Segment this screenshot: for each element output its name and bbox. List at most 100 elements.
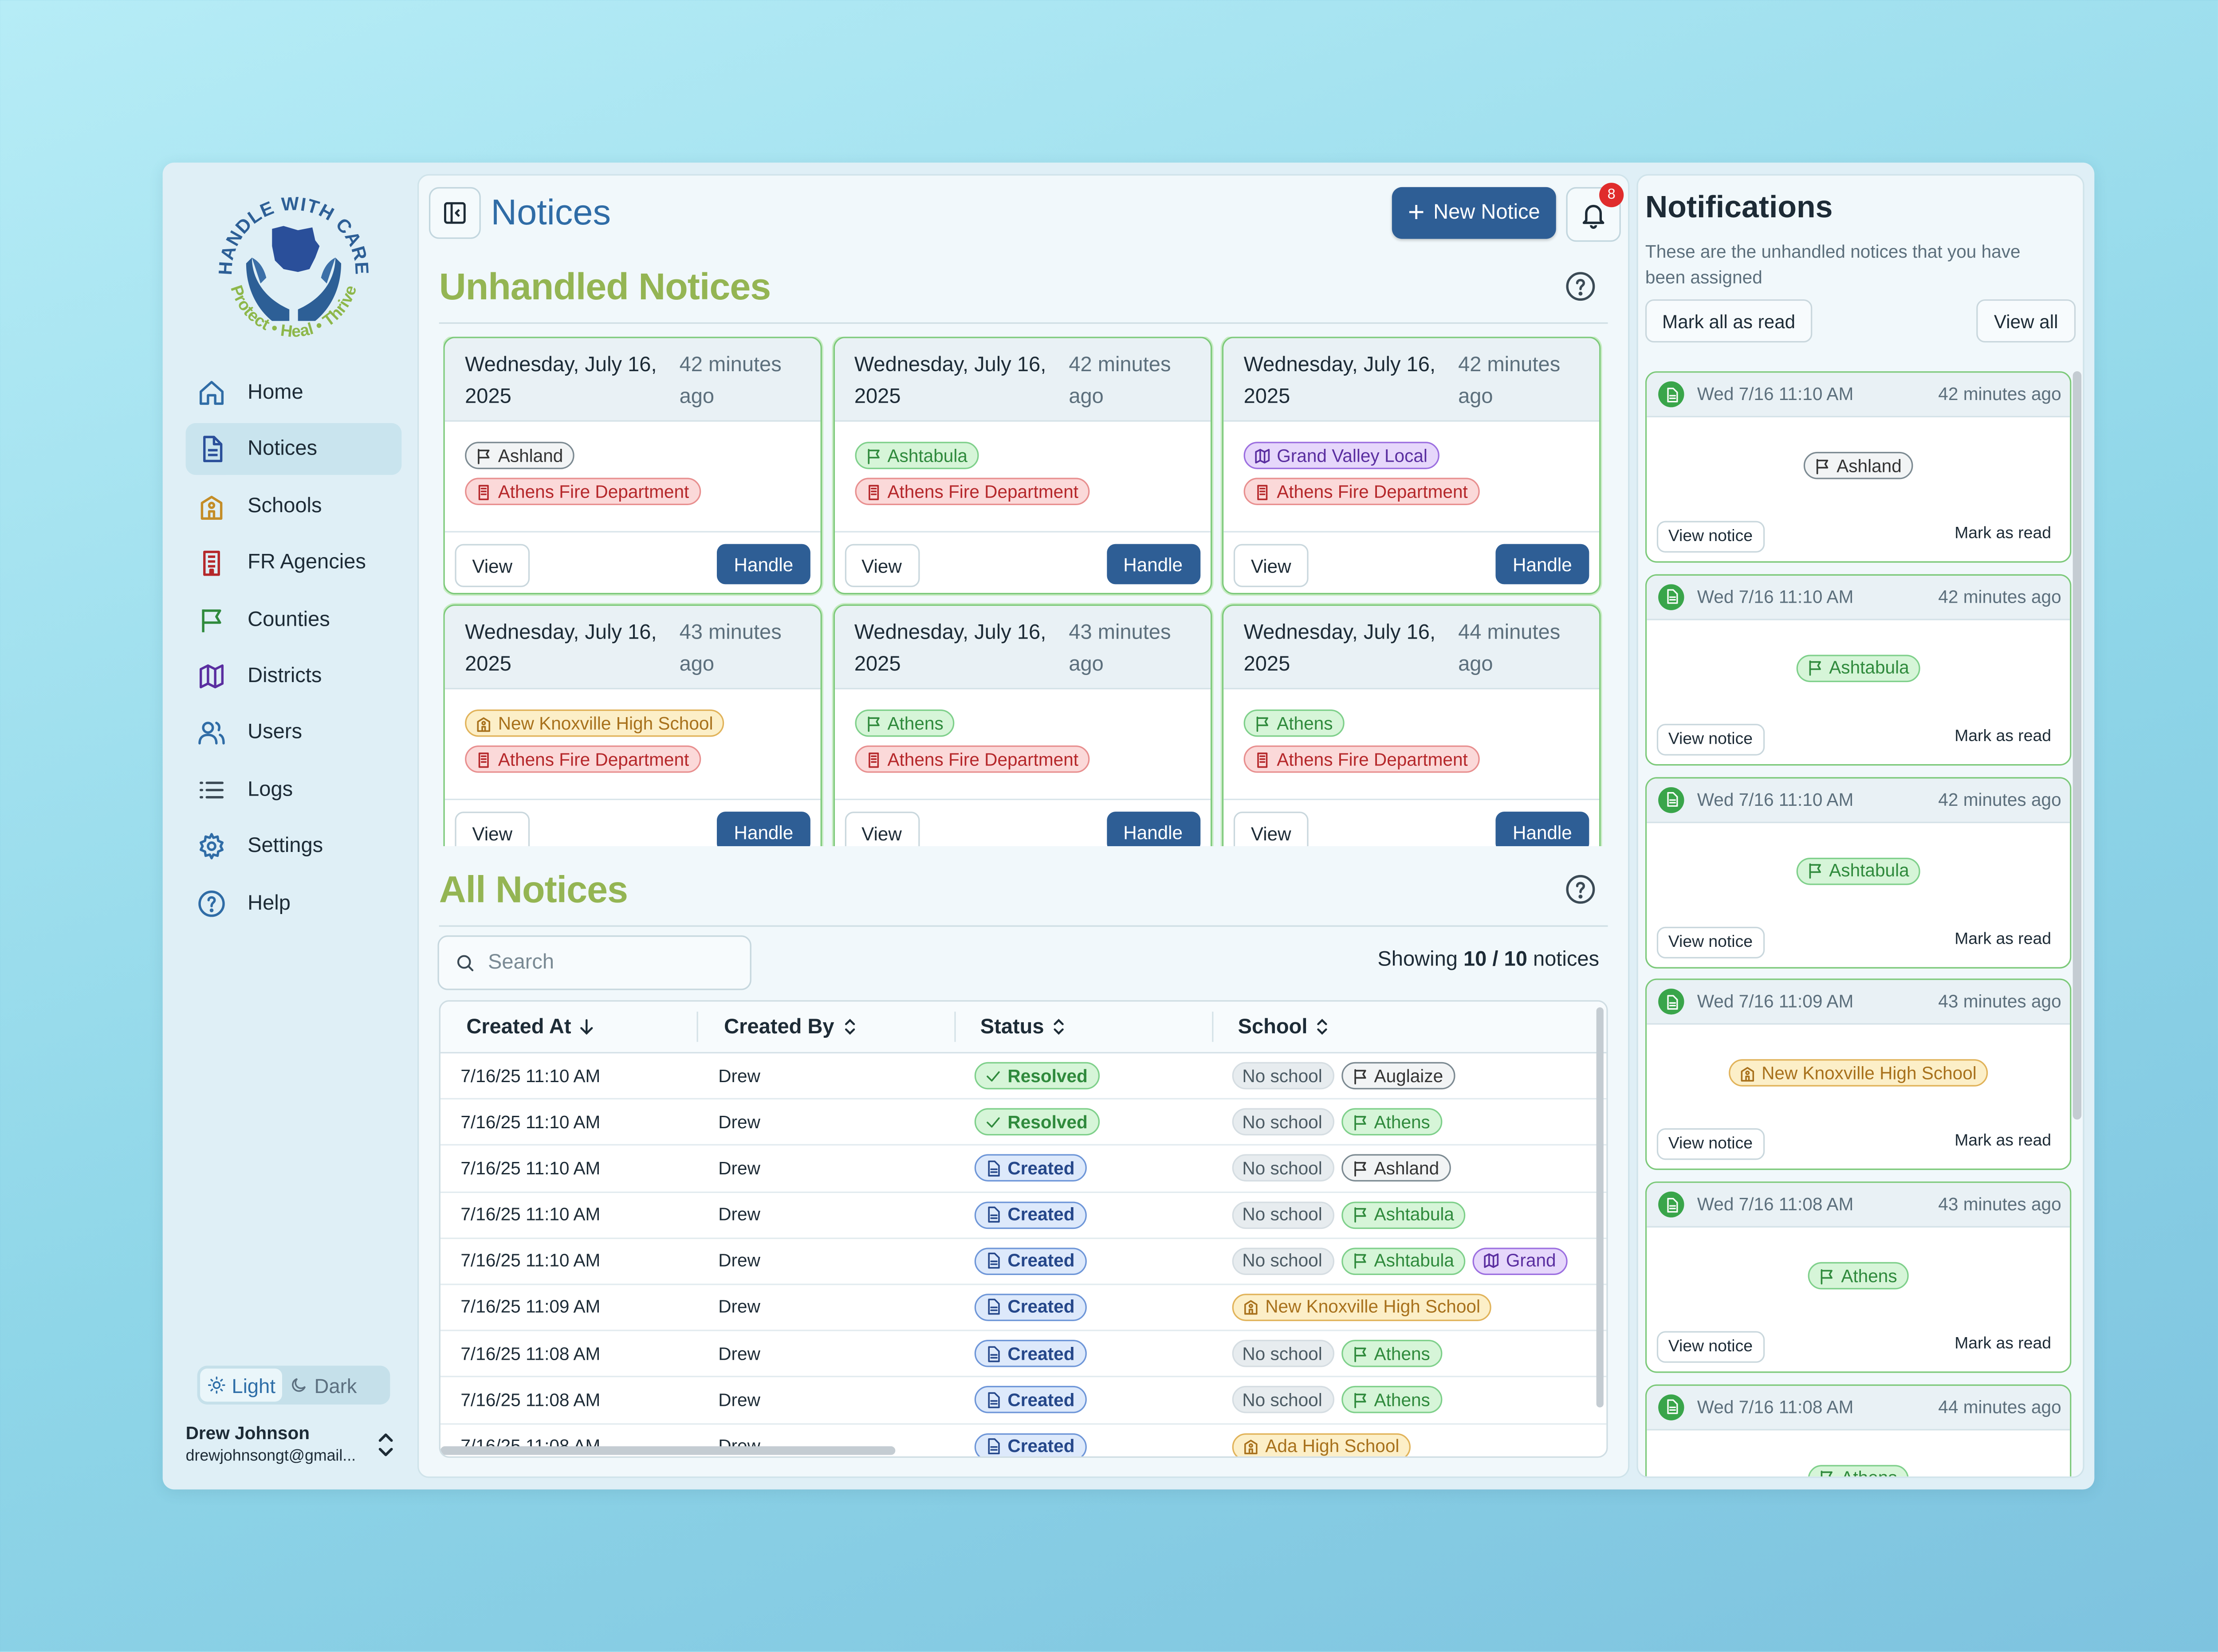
tag: Athens Fire Department [1243, 745, 1479, 773]
table-row[interactable]: 7/16/25 11:10 AM Drew Created No school Ashl… [440, 1146, 1607, 1193]
sidebar-item-schools[interactable]: Schools [186, 480, 402, 532]
card-time-ago: 42 minutes ago [1069, 354, 1171, 409]
view-button[interactable]: View [1233, 544, 1309, 587]
view-notice-button[interactable]: View notice [1656, 1129, 1764, 1161]
help-icon [198, 890, 225, 916]
flag-icon [1353, 1393, 1366, 1408]
map-icon [199, 664, 224, 688]
notification-header: Wed 7/16 11:09 AM 43 minutes ago [1647, 981, 2070, 1025]
search-input[interactable] [485, 950, 736, 976]
handle-button[interactable]: Handle [716, 544, 810, 585]
sidebar-item-label: Districts [248, 664, 322, 688]
flag-icon [1809, 863, 1821, 879]
status-badge: Created [974, 1201, 1086, 1228]
sidebar-item-users[interactable]: Users [186, 707, 402, 759]
sidebar-toggle-button[interactable] [429, 187, 481, 239]
card-header: Wednesday, July 16, 2025 42 minutes ago [444, 338, 821, 422]
card-footer: View Handle [1223, 531, 1600, 593]
view-button[interactable]: View [1233, 812, 1309, 847]
notification-ago: 43 minutes ago [1938, 1194, 2061, 1215]
table-row[interactable]: 7/16/25 11:10 AM Drew Resolved No school Aug… [440, 1053, 1607, 1100]
horizontal-scrollbar[interactable] [440, 1446, 896, 1455]
sidebar-item-districts[interactable]: Districts [186, 651, 402, 702]
column-created-by[interactable]: Created By [724, 1001, 857, 1052]
table-row[interactable]: 7/16/25 11:08 AM Drew Created No school Athe… [440, 1377, 1607, 1424]
view-all-button[interactable]: View all [1976, 299, 2076, 343]
tag-label: Created [1007, 1158, 1075, 1179]
svg-text:Protect • Heal • Thrive: Protect • Heal • Thrive [227, 283, 360, 341]
mark-as-read-button[interactable]: Mark as read [1955, 728, 2051, 746]
mark-as-read-button[interactable]: Mark as read [1955, 525, 2051, 543]
view-notice-button[interactable]: View notice [1656, 1331, 1764, 1363]
sidebar-item-help[interactable]: Help [186, 877, 402, 929]
sidebar-item-notices[interactable]: Notices [185, 424, 402, 476]
view-button[interactable]: View [844, 812, 919, 847]
sidebar-item-counties[interactable]: Counties [186, 594, 402, 646]
document-icon [988, 1392, 1000, 1408]
handle-button[interactable]: Handle [1106, 544, 1200, 585]
notification-time: Wed 7/16 11:10 AM [1697, 789, 1854, 810]
main-panel: Notices + New Notice 8 Unhandled Notices… [417, 174, 1630, 1478]
notifications-list[interactable]: Wed 7/16 11:10 AM 42 minutes ago Ashland Vi… [1645, 371, 2072, 1477]
notification-document-icon [1658, 381, 1684, 408]
showing-suffix: notices [1533, 948, 1600, 972]
theme-light-button[interactable]: Light [200, 1368, 283, 1402]
handle-button[interactable]: Handle [1106, 812, 1200, 847]
unhandled-cards-scroll[interactable]: Wednesday, July 16, 2025 42 minutes ago As… [443, 337, 1605, 847]
tag: Auglaize [1341, 1062, 1455, 1090]
tag-label: No school [1242, 1205, 1322, 1225]
mark-as-read-button[interactable]: Mark as read [1955, 1133, 2051, 1150]
sidebar-item-logs[interactable]: Logs [186, 764, 402, 816]
user-menu[interactable]: Drew Johnson drewjohnsongt@gmail... [186, 1423, 402, 1465]
flag-icon [1353, 1346, 1366, 1362]
vertical-scrollbar[interactable] [1596, 1007, 1604, 1408]
search-field[interactable] [437, 935, 751, 990]
unhandled-cards-grid: Wednesday, July 16, 2025 42 minutes ago As… [443, 337, 1605, 847]
sidebar-item-home[interactable]: Home [186, 367, 402, 419]
view-button[interactable]: View [455, 544, 530, 587]
column-school[interactable]: School [1238, 1001, 1331, 1052]
table-row[interactable]: 7/16/25 11:09 AM Drew Created New Knoxville… [440, 1285, 1607, 1331]
notification-ago: 42 minutes ago [1938, 587, 2061, 607]
all-notices-help-icon[interactable] [1565, 874, 1596, 905]
notice-card: Wednesday, July 16, 2025 43 minutes ago At… [833, 604, 1211, 847]
flag-icon [1821, 1268, 1833, 1284]
theme-dark-button[interactable]: Dark [283, 1369, 364, 1402]
column-divider [1212, 1012, 1214, 1042]
tag-label: Ashland [498, 445, 563, 466]
unhandled-help-icon[interactable] [1565, 271, 1596, 302]
table-row[interactable]: 7/16/25 11:10 AM Drew Created No school Asht… [440, 1239, 1607, 1285]
mark-as-read-button[interactable]: Mark as read [1955, 1335, 2051, 1353]
tag: Ashtabula [1796, 857, 1921, 885]
table-row[interactable]: 7/16/25 11:08 AMDrewCreatedAda High Scho… [440, 1424, 1606, 1456]
view-notice-button[interactable]: View notice [1656, 926, 1764, 958]
tag-label: Athens Fire Department [1277, 481, 1468, 502]
sidebar-item-fr-agencies[interactable]: FR Agencies [186, 537, 402, 589]
mark-all-read-button[interactable]: Mark all as read [1645, 299, 1813, 343]
table-row[interactable]: 7/16/25 11:08 AM Drew Created No school Athe… [440, 1331, 1607, 1378]
table-row[interactable]: 7/16/25 11:10 AM Drew Resolved No school Ath… [440, 1100, 1607, 1146]
handle-button[interactable]: Handle [1495, 544, 1589, 585]
notifications-title: Notifications [1645, 190, 1833, 225]
handle-button[interactable]: Handle [716, 812, 810, 847]
notification-tag: Athens [1647, 1465, 2070, 1477]
tag: Ashtabula [1341, 1201, 1466, 1228]
cell-status: Created [974, 1285, 1093, 1330]
view-notice-button[interactable]: View notice [1656, 521, 1764, 553]
column-status[interactable]: Status [980, 1001, 1067, 1052]
handle-button[interactable]: Handle [1495, 812, 1589, 847]
mark-as-read-button[interactable]: Mark as read [1955, 930, 2051, 948]
cell-created-at: 7/16/25 11:10 AM [460, 1112, 601, 1132]
notification-card: Wed 7/16 11:10 AM 42 minutes ago Ashland Vi… [1645, 371, 2072, 563]
status-badge: Created [974, 1432, 1086, 1456]
view-button[interactable]: View [844, 544, 919, 587]
notifications-scrollbar[interactable] [2072, 371, 2082, 1120]
new-notice-button[interactable]: + New Notice [1392, 187, 1556, 239]
column-created-at[interactable]: Created At [466, 1001, 594, 1052]
view-notice-button[interactable]: View notice [1656, 723, 1764, 755]
sort-desc-icon [580, 1019, 593, 1035]
view-button[interactable]: View [455, 812, 530, 847]
sidebar-item-settings[interactable]: Settings [186, 820, 402, 872]
cell-created-by: Drew [718, 1065, 760, 1086]
table-row[interactable]: 7/16/25 11:10 AM Drew Created No school Asht… [440, 1193, 1607, 1239]
